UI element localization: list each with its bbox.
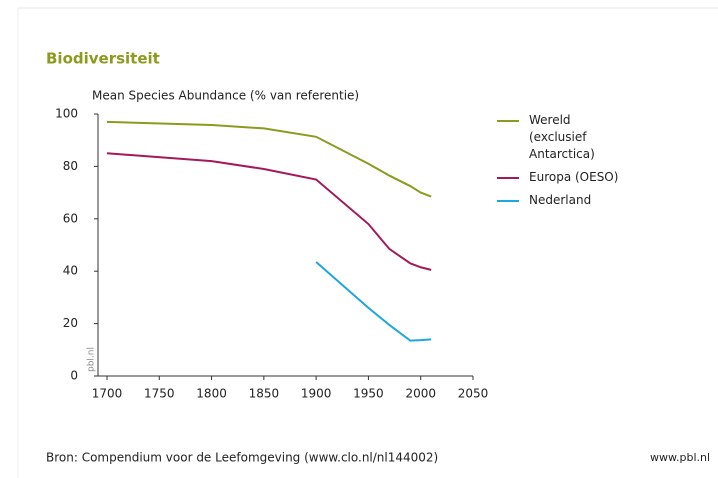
x-tick-label: 1700 xyxy=(92,387,123,401)
watermark: pbl.nl xyxy=(87,347,97,372)
legend-swatch xyxy=(497,120,519,122)
series-line xyxy=(106,152,432,271)
x-tick-label: 1800 xyxy=(196,387,227,401)
x-tick-label: 1950 xyxy=(353,387,384,401)
legend-item: Europa (OESO) xyxy=(497,169,627,186)
legend-item: Nederland xyxy=(497,192,627,209)
x-tick-label: 1900 xyxy=(301,387,332,401)
legend-label: Wereld (exclusief Antarctica) xyxy=(529,113,595,161)
chart-title: Biodiversiteit xyxy=(46,50,160,68)
y-tick-label: 60 xyxy=(63,211,78,225)
legend-label: Europa (OESO) xyxy=(529,170,619,184)
legend-label: Nederland xyxy=(529,193,592,207)
x-tick-label: 2050 xyxy=(458,387,489,401)
x-tick-label: 2000 xyxy=(405,387,436,401)
series-line xyxy=(315,261,432,342)
y-tick-label: 0 xyxy=(70,369,78,383)
footer-right: www.pbl.nl xyxy=(650,451,710,464)
y-axis-label: Mean Species Abundance (% van referentie… xyxy=(92,89,359,103)
legend-swatch xyxy=(497,177,519,179)
y-tick-label: 100 xyxy=(55,107,78,121)
source: Bron: Compendium voor de Leefomgeving (w… xyxy=(46,451,438,465)
x-tick-label: 1750 xyxy=(144,387,175,401)
legend-item: Wereld (exclusief Antarctica) xyxy=(497,112,627,163)
legend: Wereld (exclusief Antarctica) Europa (OES… xyxy=(497,112,627,215)
y-tick-label: 80 xyxy=(63,159,78,173)
x-tick-label: 1850 xyxy=(249,387,280,401)
y-tick-label: 40 xyxy=(63,264,78,278)
series-line xyxy=(106,120,432,198)
legend-swatch xyxy=(497,200,519,202)
y-tick-label: 20 xyxy=(63,316,78,330)
